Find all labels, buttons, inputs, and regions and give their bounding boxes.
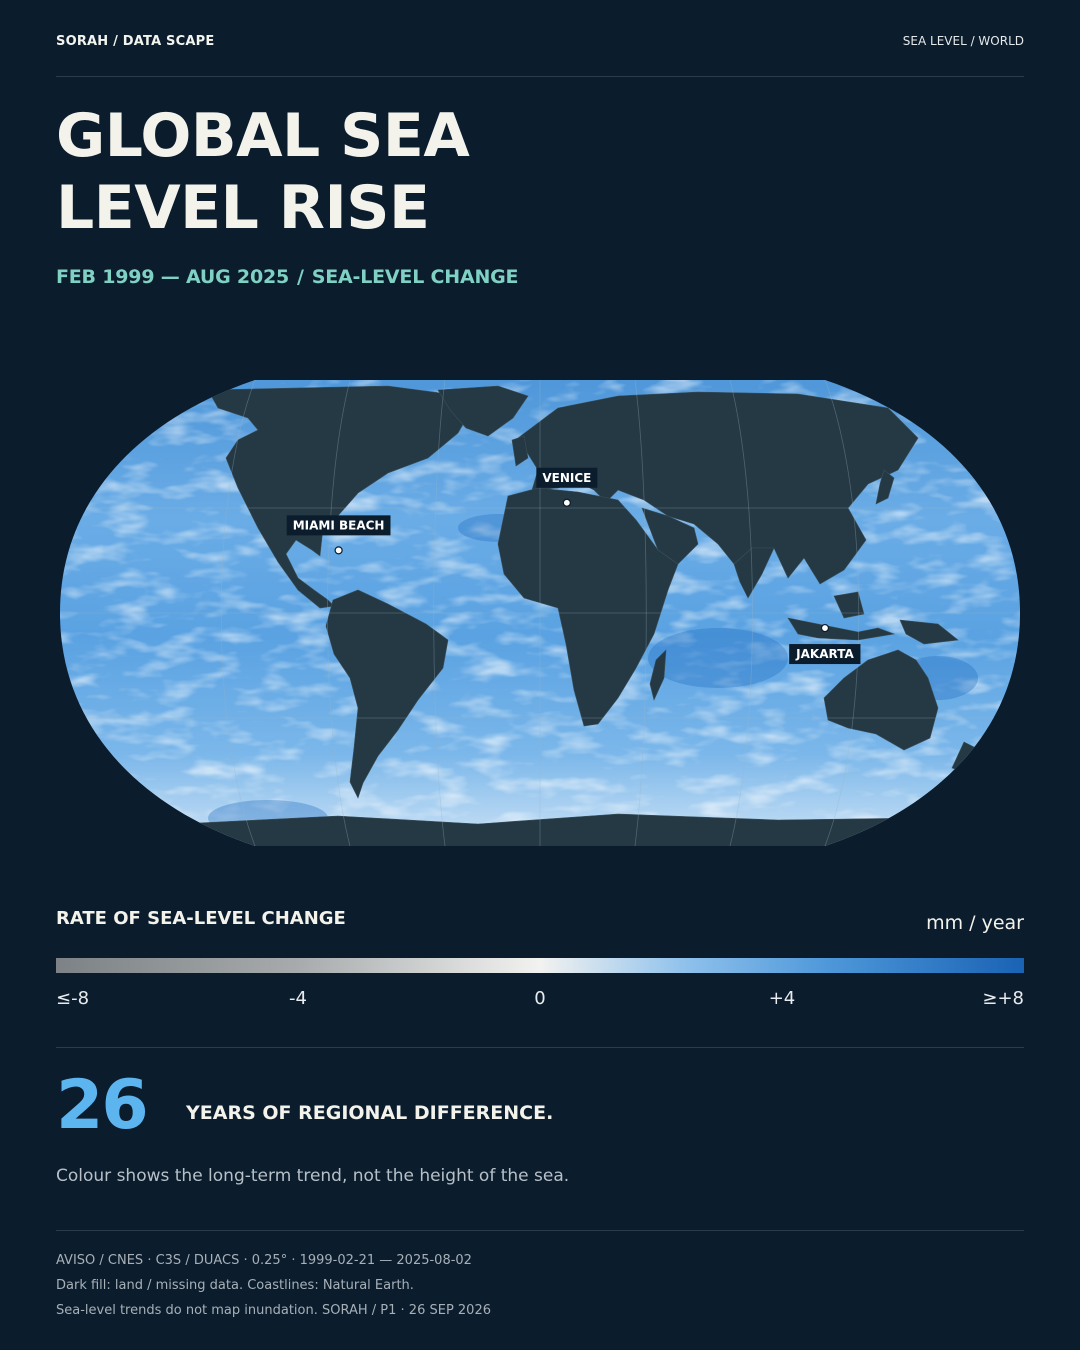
indonesia <box>787 617 896 641</box>
brand-label: SORAH / DATA SCAPE <box>56 34 215 49</box>
legend-tick-zero: 0 <box>534 988 546 1009</box>
location-label-background <box>286 515 391 536</box>
subtitle: FEB 1999 — AUG 2025 / SEA-LEVEL CHANGE <box>56 266 519 288</box>
legend-tick-max: ≥+8 <box>982 988 1024 1009</box>
footer-source-line: AVISO / CNES · C3S / DUACS · 0.25° · 199… <box>56 1253 472 1268</box>
title-line-2: LEVEL RISE <box>56 173 430 243</box>
north-america <box>207 385 479 609</box>
map-globe <box>60 380 1020 846</box>
legend-divider <box>56 1047 1024 1048</box>
top-bar: SORAH / DATA SCAPE SEA LEVEL / WORLD <box>56 34 1024 54</box>
footer-credits: AVISO / CNES · C3S / DUACS · 0.25° · 199… <box>56 1248 491 1323</box>
footer-land-note: Dark fill: land / missing data. Coastlin… <box>56 1278 414 1293</box>
eurasia <box>517 391 919 585</box>
australia <box>823 649 939 751</box>
section-tag: SEA LEVEL / WORLD <box>902 34 1024 48</box>
location-marker-dot <box>562 498 571 507</box>
location-markers: MIAMI BEACH VENICE JAKARTA <box>286 467 861 665</box>
location-label: VENICE <box>542 471 591 485</box>
legend-unit: mm / year <box>926 912 1024 934</box>
header-divider <box>56 76 1024 77</box>
stat-number: 26 <box>56 1066 149 1145</box>
south-america <box>325 589 449 799</box>
borneo <box>833 591 865 619</box>
madagascar <box>649 649 667 701</box>
page-title: GLOBAL SEA LEVEL RISE <box>56 100 470 244</box>
measure-label: SEA-LEVEL CHANGE <box>311 266 519 288</box>
legend-tick-min: ≤-8 <box>56 988 90 1009</box>
title-line-1: GLOBAL SEA <box>56 101 470 171</box>
period-label: FEB 1999 — AUG 2025 <box>56 266 290 288</box>
stat-text: YEARS OF REGIONAL DIFFERENCE. <box>186 1102 554 1124</box>
location-label-background <box>536 467 598 488</box>
world-map: MIAMI BEACH VENICE JAKARTA <box>60 380 1020 846</box>
land-masses <box>60 385 1020 846</box>
legend-color-ramp <box>56 958 1024 973</box>
british-isles <box>511 435 529 467</box>
africa <box>497 487 679 727</box>
location-label: JAKARTA <box>795 647 854 661</box>
india <box>733 547 775 599</box>
new-guinea <box>899 619 959 645</box>
location-label: MIAMI BEACH <box>293 518 385 532</box>
location-label-background <box>789 644 861 665</box>
location-marker-dot <box>820 623 830 633</box>
footer-divider <box>56 1230 1024 1231</box>
location-marker-dot <box>334 546 343 555</box>
legend-tick-minus4: -4 <box>289 988 307 1009</box>
japan <box>875 469 895 505</box>
map-note: Colour shows the long-term trend, not th… <box>56 1166 570 1186</box>
legend-title: RATE OF SEA-LEVEL CHANGE <box>56 908 346 929</box>
footer-disclaimer: Sea-level trends do not map inundation. … <box>56 1303 491 1318</box>
greenland <box>437 385 529 437</box>
graticule <box>60 380 1020 846</box>
arabia <box>641 507 699 565</box>
legend-tick-plus4: +4 <box>768 988 796 1009</box>
subtitle-separator: / <box>297 266 304 288</box>
